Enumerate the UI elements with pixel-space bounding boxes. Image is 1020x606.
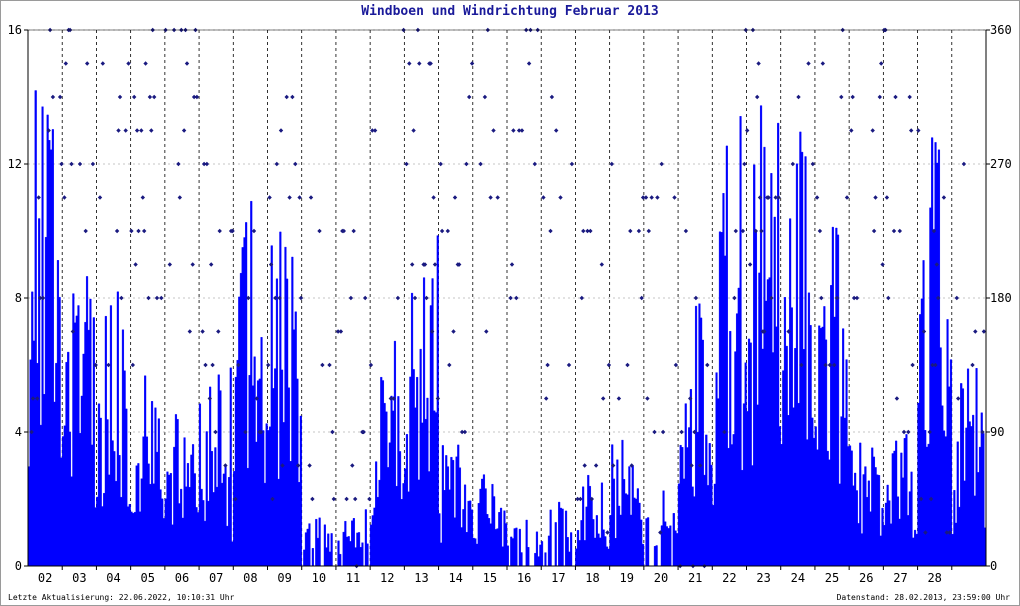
x-tick-label: 20 bbox=[654, 571, 668, 585]
left-y-tick-label: 16 bbox=[8, 23, 22, 37]
x-tick-label: 14 bbox=[448, 571, 462, 585]
x-tick-label: 26 bbox=[859, 571, 873, 585]
x-tick-label: 28 bbox=[927, 571, 941, 585]
x-tick-label: 11 bbox=[346, 571, 360, 585]
x-tick-label: 13 bbox=[414, 571, 428, 585]
right-y-tick-label: 180 bbox=[990, 291, 1012, 305]
right-y-tick-label: 360 bbox=[990, 23, 1012, 37]
left-y-tick-label: 12 bbox=[8, 157, 22, 171]
x-tick-label: 18 bbox=[585, 571, 599, 585]
x-tick-label: 07 bbox=[209, 571, 223, 585]
x-tick-label: 02 bbox=[38, 571, 52, 585]
left-y-tick-label: 0 bbox=[15, 559, 22, 573]
x-tick-label: 12 bbox=[380, 571, 394, 585]
left-y-tick-label: 8 bbox=[15, 291, 22, 305]
right-y-tick-label: 270 bbox=[990, 157, 1012, 171]
x-tick-label: 06 bbox=[175, 571, 189, 585]
x-tick-label: 17 bbox=[551, 571, 565, 585]
x-tick-label: 10 bbox=[312, 571, 326, 585]
x-tick-label: 25 bbox=[825, 571, 839, 585]
last-update-text: Letzte Aktualisierung: 22.06.2022, 10:10… bbox=[8, 593, 235, 602]
x-tick-label: 19 bbox=[620, 571, 634, 585]
x-tick-label: 08 bbox=[243, 571, 257, 585]
data-status-text: Datenstand: 28.02.2013, 23:59:00 Uhr bbox=[836, 593, 1010, 602]
x-tick-label: 23 bbox=[756, 571, 770, 585]
x-tick-label: 21 bbox=[688, 571, 702, 585]
x-tick-label: 22 bbox=[722, 571, 736, 585]
gust-bar-series bbox=[27, 90, 987, 567]
x-tick-label: 09 bbox=[277, 571, 291, 585]
x-tick-label: 05 bbox=[141, 571, 155, 585]
right-y-tick-label: 0 bbox=[990, 559, 997, 573]
x-tick-label: 03 bbox=[72, 571, 86, 585]
right-y-tick-label: 90 bbox=[990, 425, 1004, 439]
gust-bars bbox=[27, 90, 987, 567]
chart-title: Windboen und Windrichtung Februar 2013 bbox=[361, 4, 659, 19]
axes bbox=[24, 29, 990, 570]
left-y-tick-label: 4 bbox=[15, 425, 22, 439]
x-tick-label: 24 bbox=[791, 571, 805, 585]
tick-labels: 02 03 04 05 06 07 08 09 10 11 12 13 14 15 16 17 18 19 20 21… bbox=[8, 23, 1012, 585]
x-tick-label: 04 bbox=[106, 571, 120, 585]
x-tick-label: 15 bbox=[483, 571, 497, 585]
x-tick-label: 16 bbox=[517, 571, 531, 585]
x-tick-label: 27 bbox=[893, 571, 907, 585]
